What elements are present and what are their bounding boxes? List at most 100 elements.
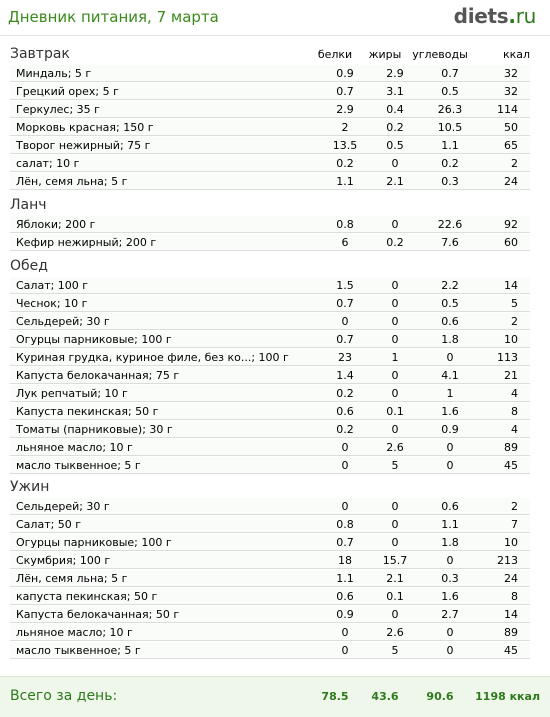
site-logo[interactable]: diets.ru (454, 4, 537, 28)
food-name: Лук репчатый; 10 г (16, 387, 128, 400)
table-row: Геркулес; 35 г 2.9 0.4 26.3 114 (10, 101, 530, 118)
carbs-value: 0.7 (441, 67, 459, 80)
food-name: Томаты (парниковые); 30 г (16, 423, 173, 436)
table-row: Лён, семя льна; 5 г 1.1 2.1 0.3 24 (10, 570, 530, 587)
food-name: Морковь красная; 150 г (16, 121, 154, 134)
kcal-value: 45 (504, 644, 518, 657)
food-name: Лён, семя льна; 5 г (16, 175, 128, 188)
table-row: льняное масло; 10 г 0 2.6 0 89 (10, 624, 530, 641)
food-name: Чеснок; 10 г (16, 297, 88, 310)
fat-value: 2.6 (386, 626, 404, 639)
food-name: Творог нежирный; 75 г (16, 139, 151, 152)
kcal-value: 60 (504, 236, 518, 249)
carbs-value: 2.2 (441, 279, 459, 292)
food-name: Грецкий орех; 5 г (16, 85, 119, 98)
kcal-value: 21 (504, 369, 518, 382)
kcal-value: 32 (504, 85, 518, 98)
food-name: Огурцы парниковые; 100 г (16, 333, 172, 346)
table-row: Капуста пекинская; 50 г 0.6 0.1 1.6 8 (10, 403, 530, 420)
table-row: Яблоки; 200 г 0.8 0 22.6 92 (10, 216, 530, 233)
carbs-value: 1.6 (441, 590, 459, 603)
kcal-value: 32 (504, 67, 518, 80)
table-row: Творог нежирный; 75 г 13.5 0.5 1.1 65 (10, 137, 530, 154)
carbs-value: 0.3 (441, 175, 459, 188)
food-name: Салат; 50 г (16, 518, 82, 531)
fat-value: 2.9 (386, 67, 404, 80)
kcal-value: 114 (497, 103, 518, 116)
fat-value: 0.1 (386, 405, 404, 418)
carbs-value: 0.3 (441, 572, 459, 585)
kcal-value: 89 (504, 441, 518, 454)
carbs-value: 1.1 (441, 139, 459, 152)
protein-value: 0.7 (336, 297, 354, 310)
kcal-value: 89 (504, 626, 518, 639)
page-header: Дневник питания, 7 марта diets.ru (0, 0, 550, 36)
logo-dot: . (508, 4, 516, 28)
section-title: Ужин (10, 479, 50, 495)
protein-value: 0.8 (336, 518, 354, 531)
table-row: Куриная грудка, куриное филе, без ко...;… (10, 349, 530, 366)
total-carbs: 90.6 (426, 690, 454, 703)
carbs-value: 0.2 (441, 157, 459, 170)
table-row: капуста пекинская; 50 г 0.6 0.1 1.6 8 (10, 588, 530, 605)
protein-value: 0.2 (336, 387, 354, 400)
food-name: Огурцы парниковые; 100 г (16, 536, 172, 549)
fat-value: 0.2 (386, 121, 404, 134)
fat-value: 5 (391, 644, 399, 657)
kcal-value: 4 (511, 423, 518, 436)
table-row: Миндаль; 5 г 0.9 2.9 0.7 32 (10, 65, 530, 82)
protein-value: 1.4 (336, 369, 354, 382)
table-row: масло тыквенное; 5 г 0 5 0 45 (10, 457, 530, 474)
kcal-value: 24 (504, 175, 518, 188)
table-row: Огурцы парниковые; 100 г 0.7 0 1.8 10 (10, 534, 530, 551)
table-row: Огурцы парниковые; 100 г 0.7 0 1.8 10 (10, 331, 530, 348)
food-name: Яблоки; 200 г (16, 218, 96, 231)
kcal-value: 2 (511, 500, 518, 513)
table-row: Морковь красная; 150 г 2 0.2 10.5 50 (10, 119, 530, 136)
kcal-value: 14 (504, 279, 518, 292)
fat-value: 0 (391, 297, 399, 310)
fat-value: 0.5 (386, 139, 404, 152)
food-name: льняное масло; 10 г (16, 441, 133, 454)
fat-value: 5 (391, 459, 399, 472)
carbs-value: 1.1 (441, 518, 459, 531)
kcal-value: 10 (504, 536, 518, 549)
protein-value: 0.2 (336, 157, 354, 170)
food-name: Скумбрия; 100 г (16, 554, 111, 567)
table-row: Томаты (парниковые); 30 г 0.2 0 0.9 4 (10, 421, 530, 438)
kcal-value: 92 (504, 218, 518, 231)
page-title: Дневник питания, 7 марта (8, 8, 219, 26)
table-row: Капуста белокачанная; 50 г 0.9 0 2.7 14 (10, 606, 530, 623)
kcal-value: 113 (497, 351, 518, 364)
protein-value: 0.6 (336, 405, 354, 418)
food-name: капуста пекинская; 50 г (16, 590, 158, 603)
kcal-value: 8 (511, 405, 518, 418)
section-title: Завтрак (10, 46, 70, 62)
food-name: салат; 10 г (16, 157, 80, 170)
kcal-value: 65 (504, 139, 518, 152)
carbs-value: 1.8 (441, 536, 459, 549)
fat-value: 0 (391, 157, 399, 170)
table-row: Салат; 50 г 0.8 0 1.1 7 (10, 516, 530, 533)
carbs-value: 22.6 (437, 218, 463, 231)
table-row: Грецкий орех; 5 г 0.7 3.1 0.5 32 (10, 83, 530, 100)
carbs-value: 2.7 (441, 608, 459, 621)
kcal-value: 213 (497, 554, 518, 567)
protein-value: 0 (341, 441, 349, 454)
fat-value: 15.7 (382, 554, 408, 567)
table-row: Кефир нежирный; 200 г 6 0.2 7.6 60 (10, 234, 530, 251)
carbs-value: 1.8 (441, 333, 459, 346)
food-name: Лён, семя льна; 5 г (16, 572, 128, 585)
table-row: Сельдерей; 30 г 0 0 0.6 2 (10, 498, 530, 515)
protein-value: 0 (341, 644, 349, 657)
protein-value: 0.6 (336, 590, 354, 603)
carbs-value: 0 (446, 459, 454, 472)
carbs-value: 0.9 (441, 423, 459, 436)
table-row: салат; 10 г 0.2 0 0.2 2 (10, 155, 530, 172)
fat-value: 0.2 (386, 236, 404, 249)
fat-value: 0.1 (386, 590, 404, 603)
fat-value: 0 (391, 218, 399, 231)
table-row: Скумбрия; 100 г 18 15.7 0 213 (10, 552, 530, 569)
fat-value: 3.1 (386, 85, 404, 98)
carbs-value: 0 (446, 441, 454, 454)
